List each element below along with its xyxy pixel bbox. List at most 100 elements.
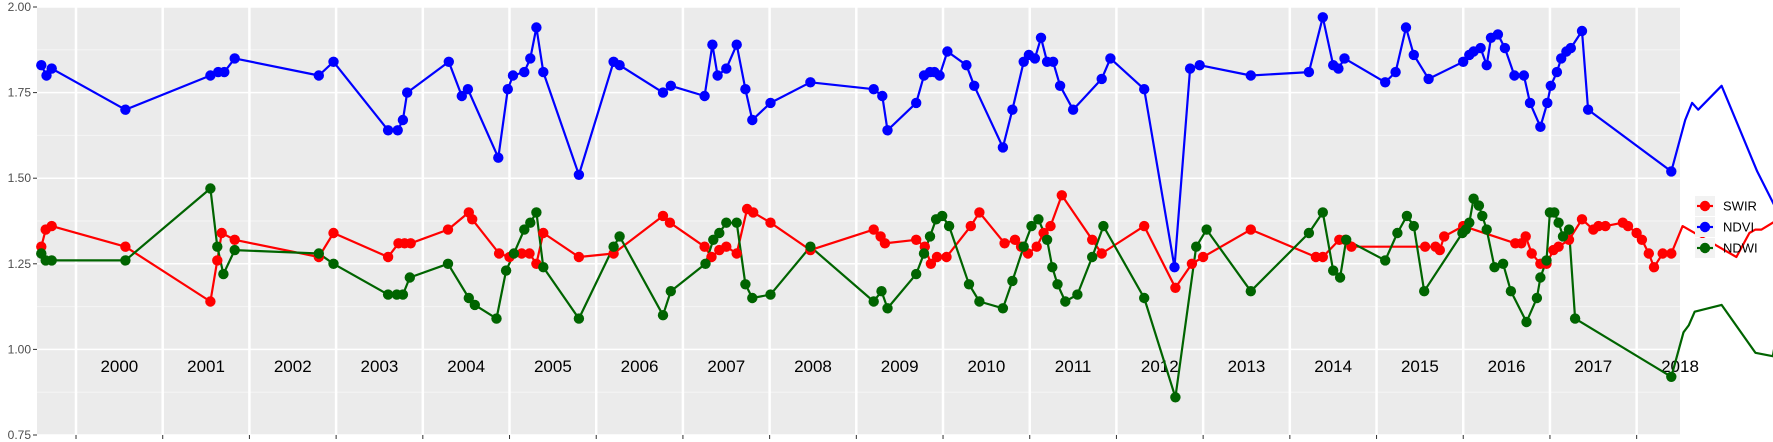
year-label: 2016: [1488, 357, 1526, 376]
ndwi-data-point: [937, 210, 948, 222]
ndwi-data-point: [1569, 313, 1581, 324]
ndwi-data-point: [1521, 316, 1532, 328]
ndwi-data-point: [1380, 255, 1391, 266]
ndwi-data-point: [1007, 275, 1018, 287]
ndwi-data-point: [1497, 258, 1509, 269]
ndvi-data-point: [961, 59, 972, 71]
ndvi-data-point: [1390, 66, 1401, 78]
swir-data-point: [1419, 241, 1431, 252]
y-axis: 0.75 1.00 1.25 1.50 1.75 2.00: [8, 0, 1638, 442]
swir-data-point: [1439, 231, 1450, 242]
ndvi-data-point: [1408, 49, 1420, 61]
ndvi-data-point: [36, 59, 47, 71]
y-tick-label: 1.25: [8, 257, 32, 271]
ndwi-data-point: [1041, 234, 1053, 245]
ndwi-data-point: [573, 313, 585, 324]
ndwi-data-point: [1047, 262, 1058, 273]
swir-data-point: [46, 220, 57, 232]
ndvi-data-point: [1535, 121, 1546, 132]
year-label: 2012: [1141, 357, 1179, 376]
swir-data-point: [1636, 234, 1648, 245]
ndvi-data-point: [531, 22, 542, 33]
swir-data-point: [1087, 234, 1098, 245]
ndwi-data-point: [531, 207, 542, 218]
ndwi-data-point: [404, 272, 415, 283]
ndvi-data-point: [805, 77, 816, 88]
ndvi-data-point: [1400, 22, 1412, 33]
ndvi-data-point: [1475, 42, 1486, 54]
ndwi-data-point: [963, 279, 975, 290]
ndwi-data-point: [328, 258, 339, 269]
swir-data-point: [216, 227, 227, 239]
year-label: 2006: [621, 357, 659, 376]
ndvi-data-point: [573, 169, 585, 180]
ndwi-data-point: [805, 241, 816, 252]
ndwi-data-point: [1170, 392, 1181, 403]
ndvi-data-point: [1545, 80, 1557, 92]
swir-data-point: [493, 248, 505, 259]
ndwi-data-point: [500, 265, 512, 276]
ndwi-data-point: [1317, 207, 1329, 218]
ndvi-data-point: [456, 90, 467, 102]
swir-data-point: [120, 241, 131, 252]
ndvi-data-point: [699, 90, 710, 102]
ndvi-data-point: [747, 114, 758, 126]
ndvi-data-point: [1035, 32, 1047, 43]
ndvi-data-point: [740, 84, 751, 95]
ndwi-data-point: [740, 279, 751, 290]
year-label: 2015: [1401, 357, 1439, 376]
ndvi-data-point: [707, 39, 718, 50]
ndwi-data-point: [943, 220, 955, 232]
legend: SWIR NDVI NDWI: [1695, 196, 1758, 258]
ndwi-data-point: [1553, 217, 1564, 228]
ndvi-data-point: [1542, 97, 1553, 109]
ndvi-data-point: [1333, 63, 1344, 74]
swir-data-point: [965, 220, 976, 232]
ndvi-data-point: [997, 142, 1009, 153]
ndwi-data-point: [212, 241, 223, 252]
swir-data-point: [721, 241, 732, 252]
ndwi-data-point: [442, 258, 454, 269]
ndvi-data-point: [525, 53, 536, 64]
ndvi-data-point: [1184, 63, 1196, 74]
ndwi-data-point: [229, 244, 240, 256]
ndwi-data-point: [1334, 272, 1346, 283]
year-label: 2007: [707, 357, 745, 376]
ndvi-data-point: [1029, 53, 1041, 64]
ndwi-data-point: [519, 224, 530, 235]
series-points: [36, 12, 1677, 403]
ndwi-data-point: [1341, 234, 1352, 245]
swir-data-point: [573, 251, 585, 263]
ndvi-data-point: [1169, 262, 1180, 273]
swir-data-point: [524, 248, 535, 259]
swir-data-point: [1170, 282, 1181, 293]
ndvi-data-point: [462, 84, 474, 95]
swir-data-point: [1197, 251, 1209, 263]
swir-data-point: [1056, 190, 1068, 201]
ndvi-data-point: [1096, 73, 1107, 85]
ndvi-data-point: [614, 59, 625, 71]
year-label: 2008: [794, 357, 832, 376]
swir-data-point: [1657, 248, 1668, 259]
swir-data-point: [1600, 220, 1611, 232]
ndwi-data-point: [765, 289, 776, 300]
swir-data-point: [1576, 214, 1588, 225]
ndvi-data-point: [120, 104, 131, 115]
ndvi-data-point: [657, 87, 669, 98]
swir-data-point: [442, 224, 454, 235]
year-label: 2014: [1314, 357, 1352, 376]
ndvi-data-point: [877, 90, 888, 102]
ndvi-data-point: [1303, 66, 1315, 78]
swir-data-point: [1622, 220, 1634, 232]
swir-data-point: [925, 258, 937, 269]
ndwi-data-point: [876, 286, 887, 297]
ndvi-data-point: [205, 70, 216, 81]
ndvi-data-point: [392, 125, 403, 136]
year-label: 2003: [361, 357, 399, 376]
ndvi-data-point: [519, 66, 530, 78]
swir-data-point: [205, 296, 216, 307]
ndwi-data-point: [508, 248, 520, 259]
swir-data-point: [706, 251, 717, 263]
swir-data-point: [1045, 220, 1056, 232]
ndwi-data-point: [1328, 265, 1339, 276]
